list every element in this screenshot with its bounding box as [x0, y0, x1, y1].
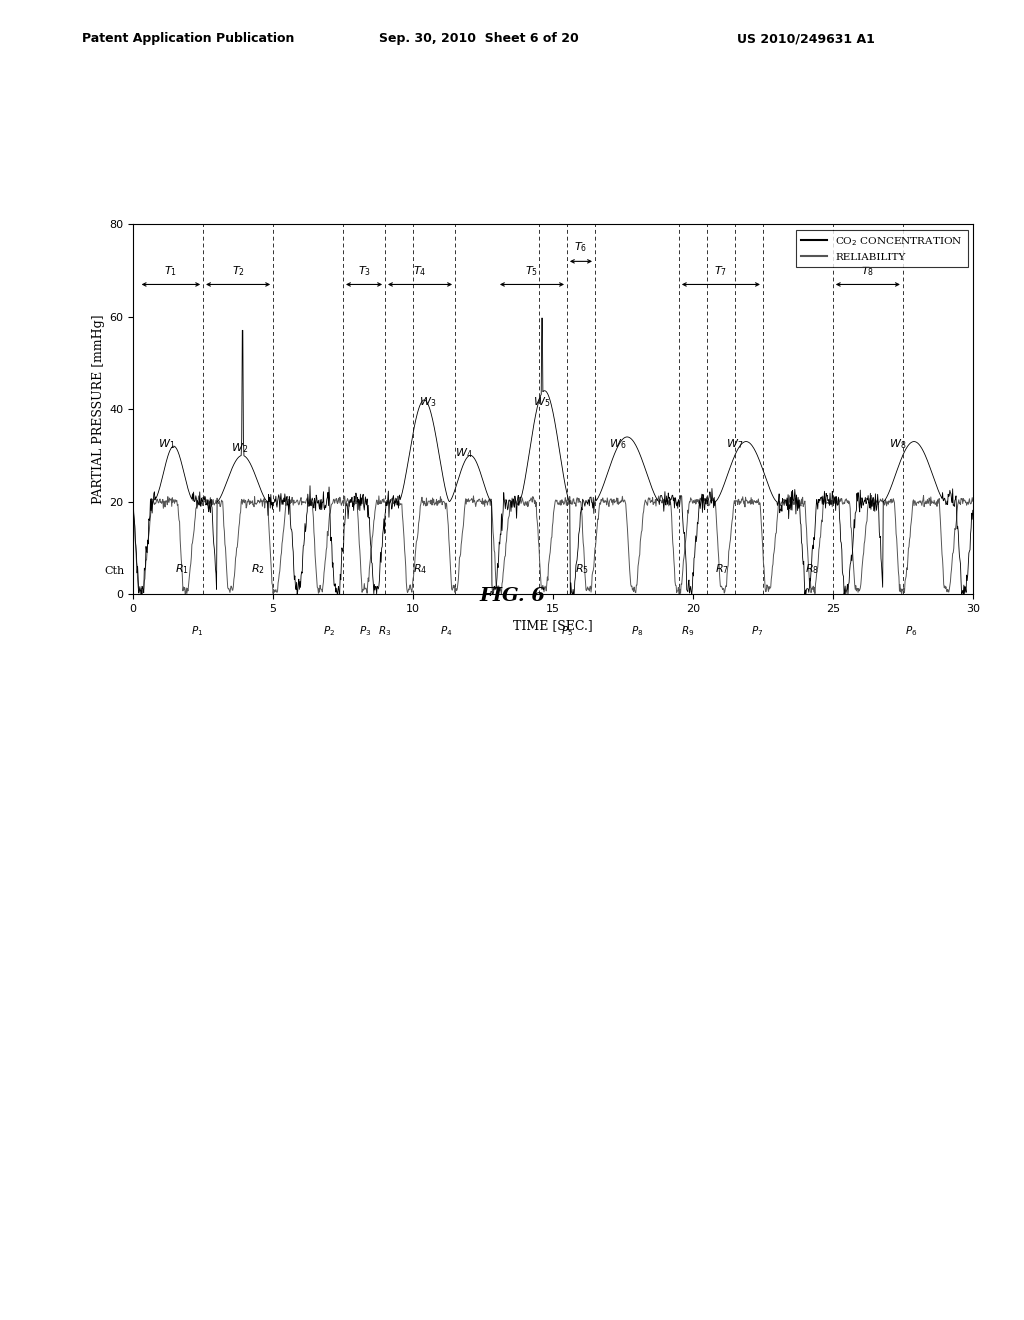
- Text: $W_{5}$: $W_{5}$: [534, 396, 551, 409]
- Text: $T_{7}$: $T_{7}$: [715, 264, 727, 277]
- Text: Cth: Cth: [104, 566, 125, 576]
- Text: $R_{2}$: $R_{2}$: [251, 562, 264, 576]
- Text: $T_{6}$: $T_{6}$: [574, 240, 588, 255]
- Y-axis label: PARTIAL PRESSURE [mmHg]: PARTIAL PRESSURE [mmHg]: [92, 314, 105, 504]
- Text: $R_{8}$: $R_{8}$: [805, 562, 819, 576]
- Text: $W_{4}$: $W_{4}$: [455, 446, 472, 459]
- Text: $P_{6}$: $P_{6}$: [905, 624, 918, 638]
- Text: $R_{5}$: $R_{5}$: [575, 562, 590, 576]
- Legend: CO$_2$ CONCENTRATION, RELIABILITY: CO$_2$ CONCENTRATION, RELIABILITY: [796, 230, 968, 268]
- Text: $P_{2}$: $P_{2}$: [323, 624, 335, 638]
- Text: $P_{7}$: $P_{7}$: [752, 624, 764, 638]
- Text: $T_{8}$: $T_{8}$: [861, 264, 874, 277]
- Text: $R_{9}$: $R_{9}$: [681, 624, 694, 638]
- Text: $P_{3}$: $P_{3}$: [359, 624, 372, 638]
- Text: $W_{6}$: $W_{6}$: [609, 437, 627, 450]
- Text: $T_{5}$: $T_{5}$: [525, 264, 539, 277]
- Text: $W_{8}$: $W_{8}$: [889, 437, 906, 450]
- Text: $T_{1}$: $T_{1}$: [165, 264, 177, 277]
- Text: $P_{5}$: $P_{5}$: [561, 624, 573, 638]
- Text: $W_{2}$: $W_{2}$: [231, 442, 248, 455]
- X-axis label: TIME [SEC.]: TIME [SEC.]: [513, 619, 593, 632]
- Text: $P_{4}$: $P_{4}$: [440, 624, 453, 638]
- Text: $R_{4}$: $R_{4}$: [413, 562, 427, 576]
- Text: $W_{3}$: $W_{3}$: [419, 396, 436, 409]
- Text: Sep. 30, 2010  Sheet 6 of 20: Sep. 30, 2010 Sheet 6 of 20: [379, 32, 579, 45]
- Text: $T_{4}$: $T_{4}$: [414, 264, 427, 277]
- Text: $R_{3}$: $R_{3}$: [379, 624, 391, 638]
- Text: $W_{1}$: $W_{1}$: [159, 437, 175, 450]
- Text: US 2010/249631 A1: US 2010/249631 A1: [737, 32, 876, 45]
- Text: $T_{3}$: $T_{3}$: [357, 264, 371, 277]
- Text: Patent Application Publication: Patent Application Publication: [82, 32, 294, 45]
- Text: $T_{2}$: $T_{2}$: [231, 264, 245, 277]
- Text: $P_{1}$: $P_{1}$: [191, 624, 204, 638]
- Text: FIG. 6: FIG. 6: [479, 586, 545, 605]
- Text: $R_{1}$: $R_{1}$: [175, 562, 189, 576]
- Text: $W_{7}$: $W_{7}$: [726, 437, 743, 450]
- Text: $R_{7}$: $R_{7}$: [716, 562, 729, 576]
- Text: $P_{8}$: $P_{8}$: [631, 624, 643, 638]
